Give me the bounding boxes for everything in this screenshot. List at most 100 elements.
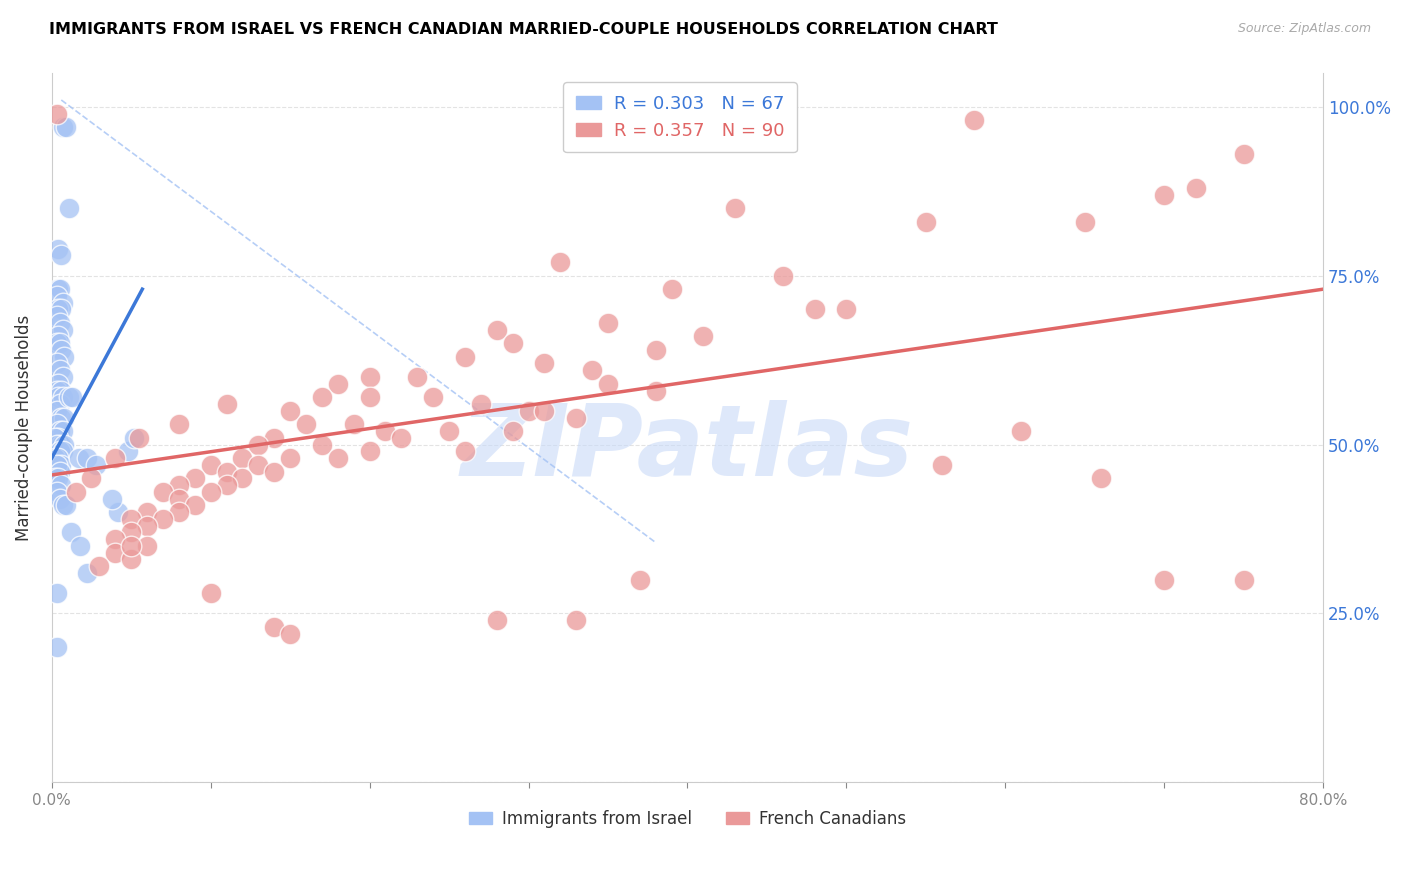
Text: IMMIGRANTS FROM ISRAEL VS FRENCH CANADIAN MARRIED-COUPLE HOUSEHOLDS CORRELATION : IMMIGRANTS FROM ISRAEL VS FRENCH CANADIA…: [49, 22, 998, 37]
Point: [1010, 424, 1032, 438]
Point: [120, 539, 142, 553]
Point: [184, 471, 207, 485]
Point: [51, 458, 73, 472]
Point: [167, 478, 190, 492]
Point: [59, 525, 82, 540]
Point: [596, 316, 619, 330]
Point: [45, 106, 67, 120]
Point: [46, 329, 69, 343]
Point: [772, 268, 794, 283]
Point: [167, 417, 190, 432]
Point: [167, 505, 190, 519]
Point: [661, 282, 683, 296]
Point: [565, 410, 588, 425]
Point: [485, 323, 508, 337]
Point: [45, 404, 67, 418]
Point: [215, 478, 238, 492]
Point: [52, 295, 75, 310]
Point: [136, 539, 159, 553]
Point: [1153, 573, 1175, 587]
Point: [914, 214, 936, 228]
Point: [44, 471, 66, 485]
Point: [45, 417, 67, 432]
Point: [55, 120, 77, 134]
Point: [1233, 147, 1256, 161]
Point: [724, 201, 747, 215]
Point: [278, 626, 301, 640]
Point: [485, 613, 508, 627]
Point: [215, 397, 238, 411]
Point: [46, 431, 69, 445]
Point: [48, 282, 70, 296]
Point: [502, 336, 524, 351]
Point: [533, 356, 555, 370]
Point: [152, 484, 174, 499]
Point: [692, 329, 714, 343]
Point: [51, 437, 73, 451]
Point: [67, 451, 90, 466]
Point: [52, 390, 75, 404]
Point: [167, 491, 190, 506]
Point: [104, 532, 127, 546]
Point: [80, 471, 103, 485]
Point: [565, 613, 588, 627]
Point: [644, 384, 666, 398]
Point: [51, 478, 73, 492]
Point: [46, 376, 69, 391]
Point: [104, 546, 127, 560]
Point: [46, 390, 69, 404]
Point: [502, 424, 524, 438]
Point: [359, 444, 381, 458]
Point: [46, 451, 69, 466]
Point: [200, 586, 222, 600]
Point: [48, 491, 70, 506]
Point: [359, 370, 381, 384]
Point: [46, 471, 69, 485]
Point: [437, 424, 460, 438]
Point: [596, 376, 619, 391]
Point: [803, 302, 825, 317]
Point: [200, 458, 222, 472]
Point: [550, 255, 572, 269]
Point: [48, 336, 70, 351]
Point: [835, 302, 858, 317]
Point: [200, 484, 222, 499]
Point: [52, 370, 75, 384]
Point: [581, 363, 603, 377]
Point: [454, 444, 477, 458]
Point: [51, 248, 73, 262]
Text: ZIPatlas: ZIPatlas: [461, 401, 914, 498]
Point: [389, 431, 412, 445]
Point: [422, 390, 444, 404]
Point: [46, 282, 69, 296]
Point: [278, 451, 301, 466]
Point: [107, 505, 129, 519]
Point: [311, 390, 333, 404]
Point: [52, 424, 75, 438]
Point: [326, 451, 349, 466]
Point: [46, 242, 69, 256]
Point: [931, 458, 953, 472]
Point: [51, 410, 73, 425]
Point: [51, 384, 73, 398]
Point: [52, 444, 75, 458]
Point: [51, 302, 73, 317]
Point: [52, 499, 75, 513]
Point: [44, 431, 66, 445]
Point: [295, 417, 318, 432]
Point: [104, 451, 127, 466]
Point: [52, 323, 75, 337]
Point: [45, 586, 67, 600]
Point: [124, 431, 146, 445]
Point: [62, 390, 84, 404]
Point: [53, 437, 76, 451]
Point: [48, 363, 70, 377]
Point: [644, 343, 666, 357]
Point: [69, 539, 91, 553]
Point: [1153, 187, 1175, 202]
Point: [263, 465, 285, 479]
Point: [48, 424, 70, 438]
Point: [1185, 181, 1208, 195]
Point: [1233, 573, 1256, 587]
Point: [52, 120, 75, 134]
